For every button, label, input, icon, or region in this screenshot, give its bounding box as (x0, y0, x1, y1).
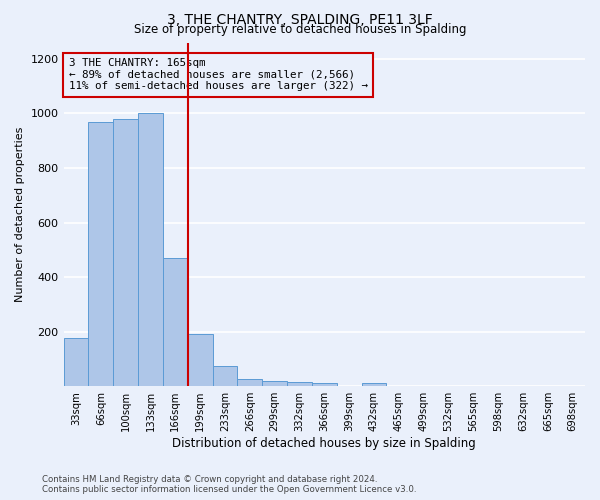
Text: 3 THE CHANTRY: 165sqm
← 89% of detached houses are smaller (2,566)
11% of semi-d: 3 THE CHANTRY: 165sqm ← 89% of detached … (69, 58, 368, 91)
Bar (287, 382, 312, 386)
Bar (113, 119, 138, 386)
X-axis label: Distribution of detached houses by size in Spalding: Distribution of detached houses by size … (172, 437, 476, 450)
Bar (312, 383, 337, 386)
Bar (64, 338, 88, 386)
Text: Size of property relative to detached houses in Spalding: Size of property relative to detached ho… (134, 22, 466, 36)
Text: 3, THE CHANTRY, SPALDING, PE11 3LF: 3, THE CHANTRY, SPALDING, PE11 3LF (167, 12, 433, 26)
Bar (88, 122, 113, 386)
Bar (362, 383, 386, 386)
Bar (212, 366, 238, 386)
Bar (138, 114, 163, 386)
Bar (188, 334, 212, 386)
Bar (238, 380, 262, 386)
Bar (262, 382, 287, 386)
Bar (163, 258, 188, 386)
Y-axis label: Number of detached properties: Number of detached properties (15, 126, 25, 302)
Text: Contains HM Land Registry data © Crown copyright and database right 2024.
Contai: Contains HM Land Registry data © Crown c… (42, 474, 416, 494)
